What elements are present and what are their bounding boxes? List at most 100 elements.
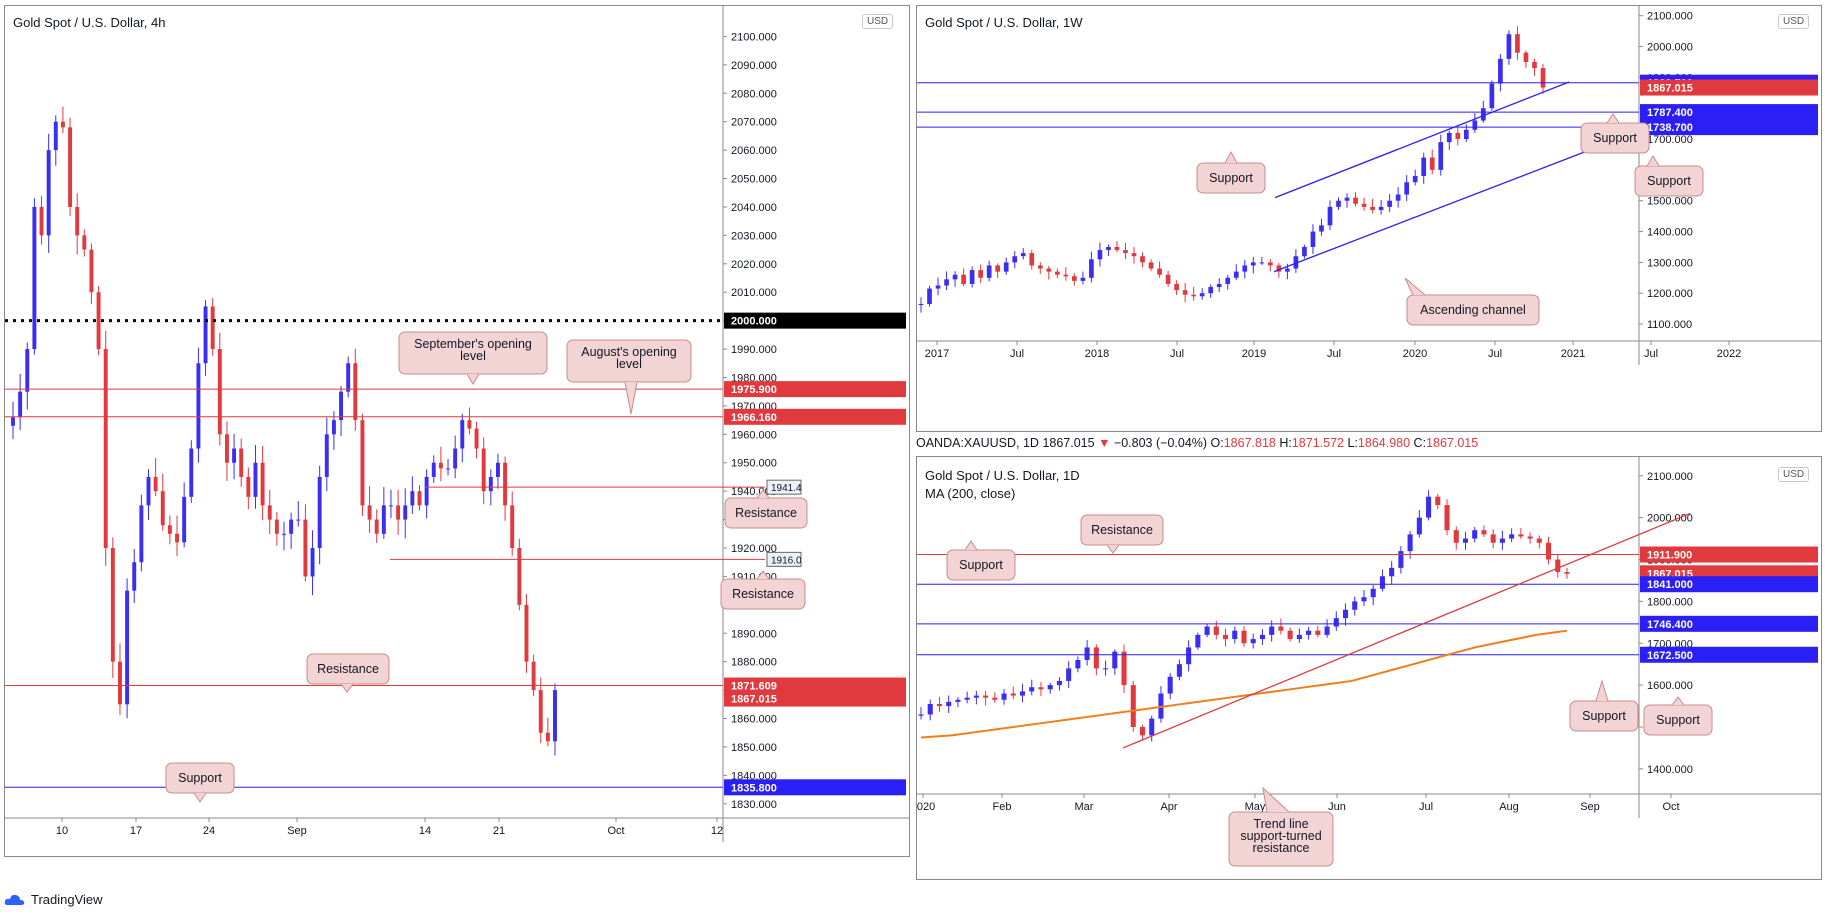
y-tick-label: 2090.000 bbox=[731, 60, 777, 72]
candle-body bbox=[1310, 231, 1316, 247]
y-tick-label: 2100.000 bbox=[1647, 11, 1693, 23]
candle-body bbox=[417, 491, 422, 506]
callout-support-1746[interactable]: Support bbox=[1569, 679, 1639, 732]
candle-body bbox=[927, 288, 932, 304]
candle-body bbox=[1020, 253, 1026, 257]
candle-body bbox=[1003, 262, 1009, 272]
candle-body bbox=[1446, 132, 1452, 143]
candle-body bbox=[946, 701, 952, 707]
candle-body bbox=[1342, 609, 1349, 619]
candle-body bbox=[11, 417, 15, 426]
candle-body bbox=[1089, 259, 1094, 278]
candle-body bbox=[1532, 61, 1537, 69]
callout-support-1841[interactable]: Support bbox=[946, 540, 1016, 581]
x-tick-label: Jul bbox=[1170, 348, 1184, 360]
chart-panel-1d[interactable]: Gold Spot / U.S. Dollar, 1D MA (200, clo… bbox=[916, 456, 1822, 880]
candle-body bbox=[403, 505, 408, 520]
callout-support-1787[interactable]: Support bbox=[1196, 150, 1266, 194]
plot-area-1d[interactable]: 2100.0002000.0001900.0001800.0001700.000… bbox=[917, 457, 1821, 879]
candle-body bbox=[132, 562, 137, 591]
callout-support-1672[interactable]: Support bbox=[1643, 696, 1713, 736]
chart-panel-4h[interactable]: Gold Spot / U.S. Dollar, 4h USD 2100.000… bbox=[4, 5, 910, 857]
chart-panel-1w[interactable]: Gold Spot / U.S. Dollar, 1W USD 2100.000… bbox=[916, 5, 1822, 432]
resistance-price-label: 1911.900 bbox=[1647, 550, 1692, 562]
candle-body bbox=[1463, 129, 1469, 140]
callout-support-1882[interactable]: Support bbox=[1580, 113, 1650, 154]
callout-support-1738[interactable]: Support bbox=[1634, 155, 1704, 197]
candle-body bbox=[210, 306, 215, 350]
candle-body bbox=[381, 505, 386, 534]
candle-body bbox=[503, 462, 508, 506]
price-label: 2000.000 bbox=[731, 316, 777, 328]
x-tick-label: 2022 bbox=[1717, 348, 1741, 360]
resistance-price-label-bg bbox=[724, 381, 906, 398]
candle-body bbox=[1523, 52, 1529, 62]
candle-body bbox=[1012, 256, 1018, 263]
candle-body bbox=[1564, 572, 1570, 574]
y-tick-label: 1400.000 bbox=[1647, 764, 1693, 776]
callout-resistance-1916[interactable]: Resistance bbox=[720, 570, 806, 610]
candle-body bbox=[488, 476, 493, 492]
candle-body bbox=[1114, 246, 1120, 251]
candle-body bbox=[1481, 530, 1487, 535]
callout-text: Trend line bbox=[1253, 817, 1308, 831]
y-tick-label: 1890.000 bbox=[731, 628, 777, 640]
candle-body bbox=[1435, 496, 1441, 506]
callout-ascending-channel[interactable]: Ascending channel bbox=[1404, 277, 1540, 326]
candle-body bbox=[232, 448, 237, 463]
callout-support-1835[interactable]: Support bbox=[165, 762, 235, 803]
candle-body bbox=[346, 363, 351, 392]
candle-body bbox=[175, 533, 179, 543]
candle-body bbox=[1232, 630, 1238, 640]
callout-text: level bbox=[616, 357, 642, 371]
callout-pointer bbox=[756, 570, 770, 580]
callout-resistance-1911[interactable]: Resistance bbox=[1080, 514, 1164, 554]
callout-resistance-1871[interactable]: Resistance bbox=[306, 653, 390, 693]
callout-text: Support bbox=[1209, 171, 1253, 185]
currency-badge-4h[interactable]: USD bbox=[862, 14, 894, 29]
candle-body bbox=[431, 462, 436, 477]
callout-text: Support bbox=[1582, 709, 1626, 723]
candle-body bbox=[1259, 634, 1265, 640]
tradingview-logo[interactable]: TradingView bbox=[4, 892, 103, 907]
support-price-label-bg bbox=[1640, 104, 1818, 121]
candle-body bbox=[1269, 626, 1275, 635]
candle-body bbox=[1426, 496, 1432, 518]
x-tick-label: 2019 bbox=[1242, 348, 1266, 360]
candle-body bbox=[1333, 618, 1339, 627]
x-tick-label: Jul bbox=[1010, 348, 1024, 360]
indicator-label-ma[interactable]: MA (200, close) bbox=[925, 486, 1016, 501]
candle-body bbox=[936, 703, 942, 707]
candle-body bbox=[460, 420, 465, 449]
candle-body bbox=[927, 703, 933, 715]
callout-text: Resistance bbox=[1091, 523, 1153, 537]
currency-badge-1w[interactable]: USD bbox=[1778, 14, 1810, 29]
currency-badge-1d[interactable]: USD bbox=[1778, 467, 1810, 482]
candle-body bbox=[1176, 664, 1182, 677]
candle-body bbox=[1421, 157, 1427, 177]
candle-body bbox=[995, 265, 1001, 272]
plot-area-4h[interactable]: 2100.000 2090.000 2080.000 2070.000 2060.000… bbox=[5, 6, 909, 856]
close-label: C: bbox=[1413, 436, 1427, 450]
candle-body bbox=[1546, 542, 1552, 560]
trend-line bbox=[1122, 512, 1691, 749]
candle-body bbox=[410, 491, 415, 506]
candle-body bbox=[389, 505, 393, 507]
x-tick-label: Oct bbox=[1662, 801, 1679, 813]
candle-body bbox=[1498, 58, 1503, 84]
plot-area-1w[interactable]: 2100.0002000.0001900.0001800.0001700.000… bbox=[917, 6, 1821, 431]
callout-resistance-1941[interactable]: Resistance bbox=[724, 489, 808, 529]
y-tick-label: 1100.000 bbox=[1647, 319, 1692, 331]
callout-box bbox=[1080, 514, 1164, 546]
x-tick-label: 17 bbox=[130, 825, 142, 837]
last-price-label: 1867.015 bbox=[1647, 83, 1693, 95]
candle-body bbox=[545, 732, 550, 742]
candle-body bbox=[1131, 253, 1137, 257]
candle-body bbox=[1395, 194, 1401, 201]
candle-body bbox=[89, 249, 94, 293]
y-tick-label: 1920.000 bbox=[731, 543, 777, 555]
callout-text: Support bbox=[1593, 131, 1637, 145]
